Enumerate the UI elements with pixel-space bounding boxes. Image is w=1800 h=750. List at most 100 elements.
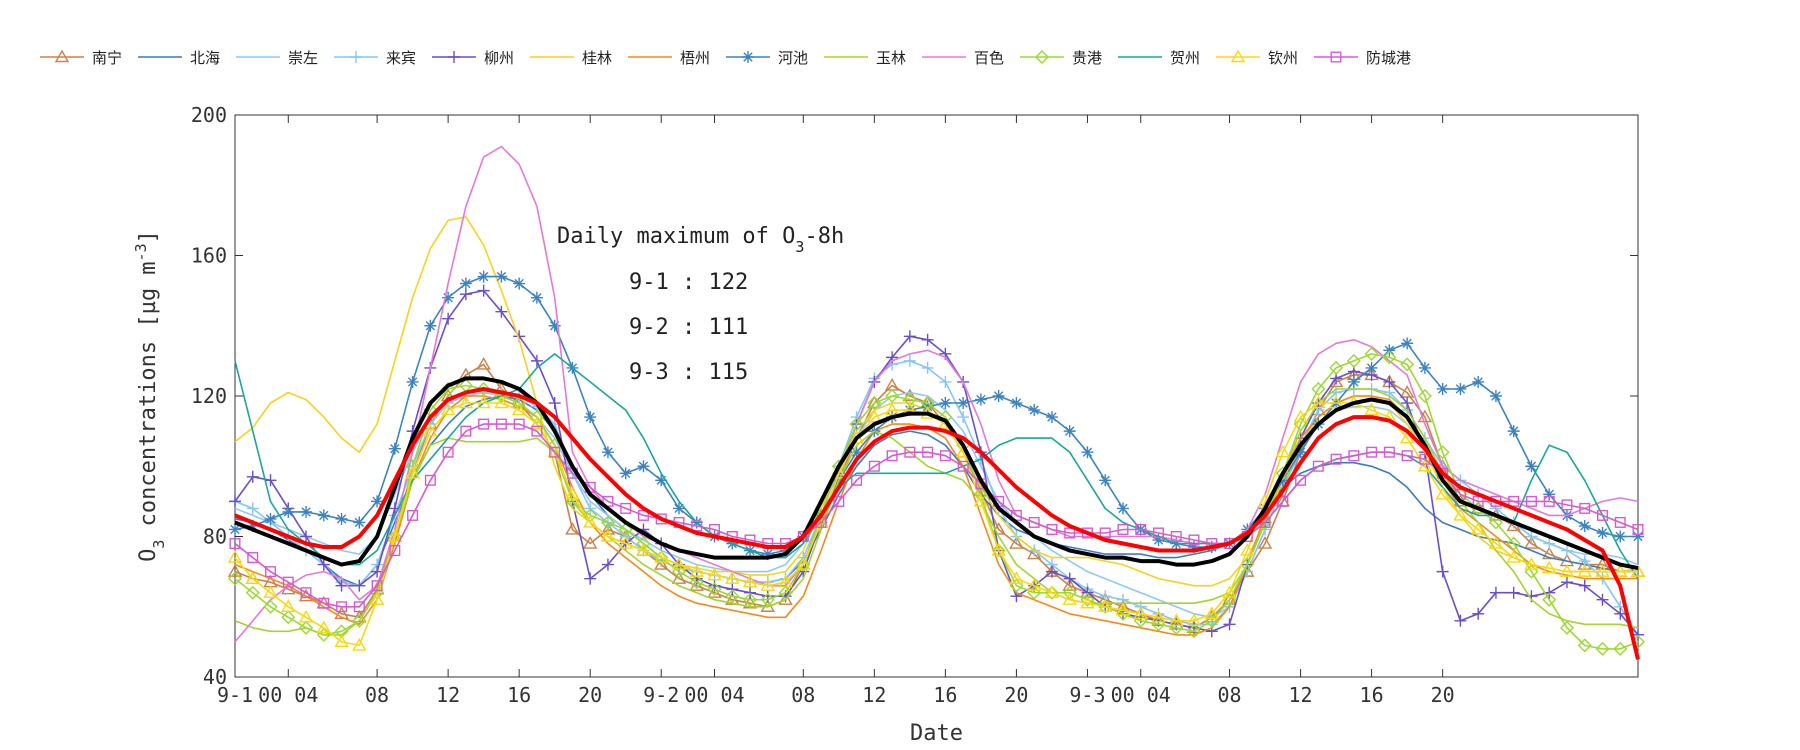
series-marker bbox=[1400, 357, 1415, 372]
series-marker bbox=[991, 522, 1006, 535]
series-marker bbox=[513, 418, 525, 430]
series-防城港 bbox=[229, 418, 1644, 613]
series-marker bbox=[1488, 536, 1504, 549]
series-marker bbox=[1472, 607, 1485, 620]
series-line bbox=[234, 289, 1639, 636]
series-line bbox=[234, 353, 1639, 650]
series-marker bbox=[1595, 641, 1610, 656]
legend-item: 防城港 bbox=[1314, 49, 1411, 67]
series-marker bbox=[1435, 486, 1450, 500]
series-marker bbox=[352, 613, 367, 628]
series-marker bbox=[460, 425, 472, 437]
series-marker bbox=[1277, 495, 1289, 507]
series-marker bbox=[1222, 585, 1237, 598]
series-marker bbox=[565, 486, 580, 500]
series-line bbox=[234, 376, 1639, 571]
series-marker bbox=[1559, 620, 1574, 635]
series-line bbox=[234, 395, 1638, 587]
series-marker bbox=[336, 601, 348, 613]
x-tick-label: 08 bbox=[1217, 683, 1241, 707]
series-marker bbox=[440, 402, 456, 416]
series-marker bbox=[1064, 527, 1076, 539]
series-marker bbox=[1152, 527, 1164, 539]
legend-item: 贵港 bbox=[1020, 49, 1102, 67]
series-marker bbox=[691, 520, 703, 532]
legend-item: 贺州 bbox=[1118, 49, 1200, 67]
series-marker bbox=[1364, 402, 1379, 416]
series-marker bbox=[600, 529, 616, 542]
series-marker bbox=[618, 536, 633, 549]
series-marker bbox=[797, 531, 809, 543]
legend-item: 河池 bbox=[726, 49, 808, 67]
series-marker bbox=[1524, 536, 1539, 549]
series-marker bbox=[263, 599, 278, 614]
series-marker bbox=[1525, 495, 1537, 507]
series-marker bbox=[1116, 502, 1129, 515]
series-marker bbox=[1346, 353, 1361, 368]
series-marker bbox=[957, 411, 970, 424]
x-tick-label: 20 bbox=[578, 683, 602, 707]
series-marker bbox=[246, 502, 259, 515]
series-marker bbox=[582, 536, 598, 549]
series-marker bbox=[1507, 586, 1520, 599]
series-marker bbox=[371, 495, 384, 508]
series-marker bbox=[1009, 571, 1024, 584]
series-marker bbox=[565, 522, 580, 535]
series-marker bbox=[725, 571, 740, 584]
series-marker bbox=[904, 446, 916, 458]
series-marker bbox=[637, 460, 650, 473]
series-marker bbox=[1188, 541, 1201, 554]
series-marker bbox=[477, 270, 490, 283]
series-marker bbox=[902, 392, 917, 407]
series-marker bbox=[1489, 502, 1502, 515]
series-marker bbox=[227, 564, 243, 577]
y-axis-ticks: 40 80 120 160 200 bbox=[191, 103, 1638, 689]
series-marker bbox=[1489, 390, 1502, 402]
series-marker bbox=[1348, 450, 1360, 462]
series-marker bbox=[974, 393, 987, 406]
series-marker bbox=[884, 402, 900, 416]
series-marker bbox=[973, 493, 989, 507]
series-marker bbox=[957, 460, 969, 472]
series-marker bbox=[476, 381, 491, 396]
series-marker bbox=[1399, 430, 1415, 444]
series-marker bbox=[991, 543, 1006, 556]
series-marker bbox=[1170, 531, 1182, 543]
series-marker bbox=[601, 446, 614, 459]
series-marker bbox=[1009, 536, 1024, 549]
series-marker bbox=[245, 585, 260, 600]
series-marker bbox=[263, 585, 278, 598]
series-marker bbox=[1632, 523, 1644, 535]
series-marker bbox=[1543, 537, 1556, 550]
series-marker bbox=[1525, 530, 1538, 543]
legend-item: 柳州 bbox=[432, 49, 514, 67]
series-marker bbox=[1436, 565, 1449, 578]
series-marker bbox=[1294, 446, 1307, 459]
x-tick-label: 20 bbox=[1431, 683, 1455, 707]
series-marker bbox=[1596, 509, 1608, 521]
legend-label: 玉林 bbox=[876, 49, 906, 67]
series-marker bbox=[459, 277, 472, 290]
series-marker bbox=[725, 589, 740, 604]
series-marker bbox=[229, 538, 241, 550]
series-marker bbox=[281, 599, 296, 612]
series-marker bbox=[1028, 404, 1041, 417]
x-tick-label: 20 bbox=[1004, 683, 1028, 707]
series-marker bbox=[530, 291, 543, 304]
series-marker bbox=[867, 396, 882, 411]
x-tick-label: 16 bbox=[933, 683, 957, 707]
legend-label: 贺州 bbox=[1170, 49, 1200, 67]
series-marker bbox=[778, 574, 793, 588]
legend-item: 钦州 bbox=[1216, 49, 1298, 67]
series-marker bbox=[939, 397, 952, 410]
series-marker bbox=[1117, 523, 1129, 535]
series-marker bbox=[1026, 578, 1042, 591]
series-marker bbox=[1417, 389, 1432, 403]
series-marker bbox=[671, 571, 687, 584]
series-marker bbox=[1045, 565, 1058, 578]
series-marker bbox=[672, 502, 685, 515]
series-marker bbox=[1399, 385, 1415, 398]
legend-label: 梧州 bbox=[680, 49, 710, 67]
series-marker bbox=[513, 277, 526, 290]
